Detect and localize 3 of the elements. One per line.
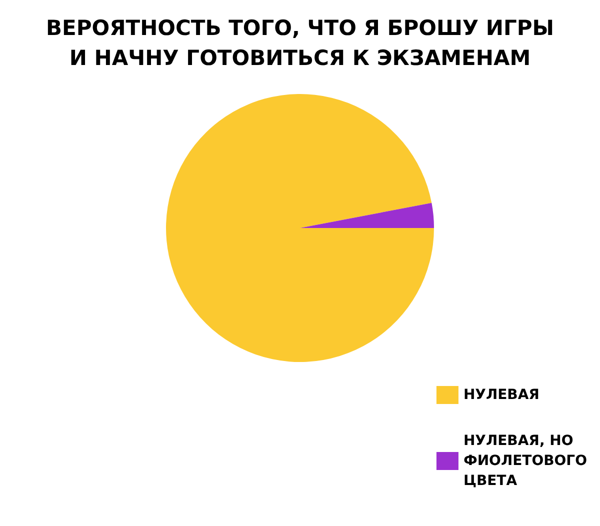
legend-label: НУЛЕВАЯ — [463, 387, 540, 403]
chart-title: ВЕРОЯТНОСТЬ ТОГО, ЧТО Я БРОШУ ИГРЫ И НАЧНУ ГОТОВИТЬСЯ К ЭКЗАМЕНАМ — [46, 16, 554, 70]
legend-label: НУЛЕВАЯ, НО ФИОЛЕТОВОГО ЦВЕТА — [463, 433, 588, 489]
